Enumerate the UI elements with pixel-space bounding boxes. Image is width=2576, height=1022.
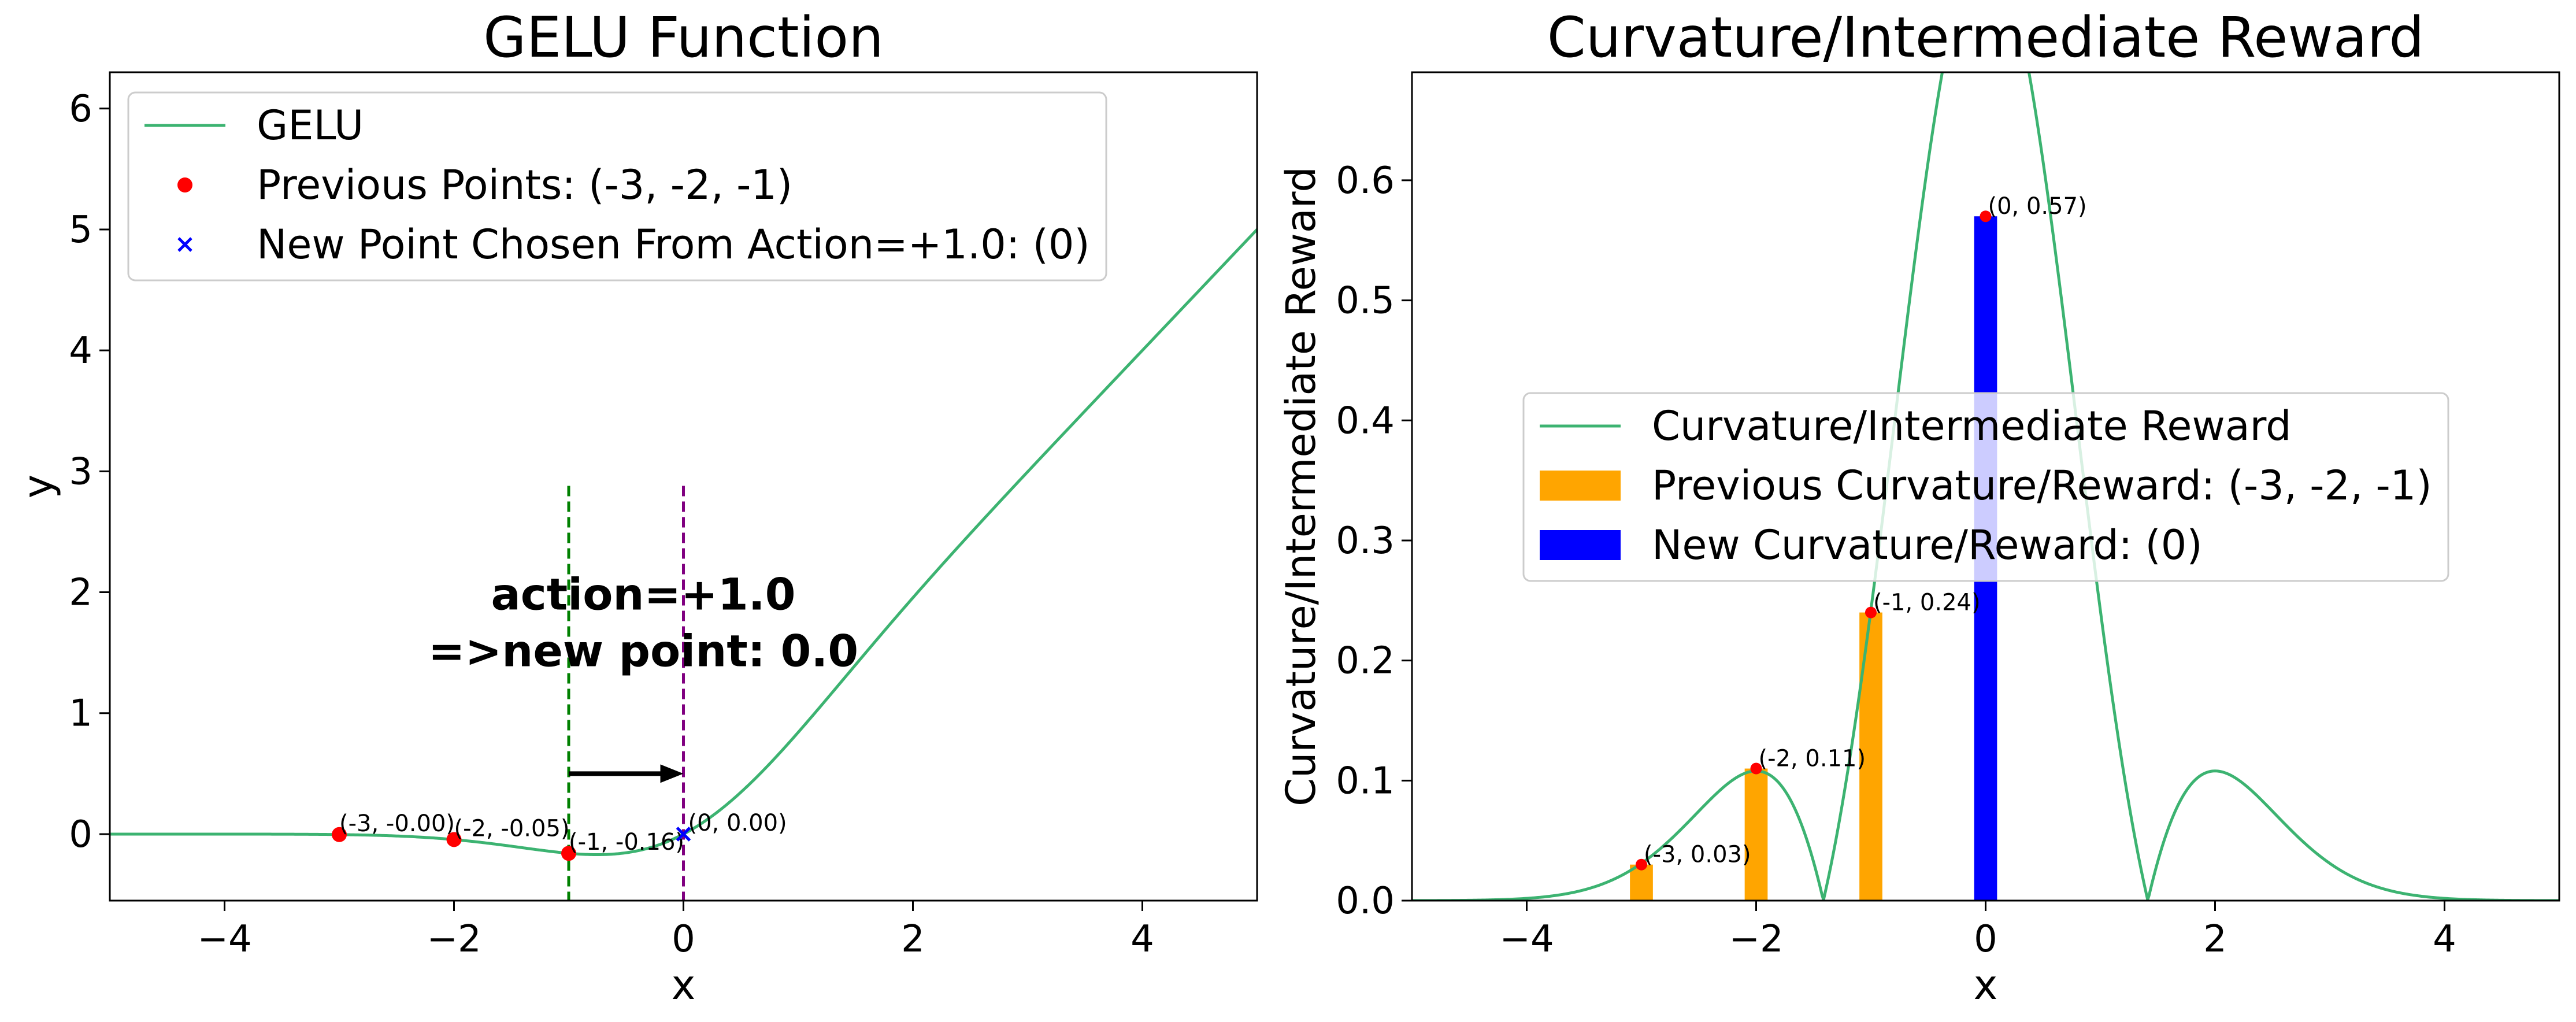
previous-reward-bar <box>1630 864 1653 901</box>
new-reward-label: (0, 0.57) <box>1988 193 2087 220</box>
curvature-legend-bar-handle <box>1540 471 1621 501</box>
previous-reward-dot <box>1750 762 1762 775</box>
curvature-x-tick-label: 4 <box>2433 918 2456 961</box>
curvature-legend-box <box>1522 392 2449 582</box>
curvature-x-axis-label: x <box>1974 961 1997 1009</box>
legend-previous-handle <box>177 177 192 192</box>
gelu-legend-box <box>127 91 1107 282</box>
gelu-legend-label: GELU <box>257 102 364 149</box>
action-annotation-line2: =>new point: 0.0 <box>428 625 858 676</box>
gelu-panel: GELU Function action=+1.0=>new point: 0.… <box>14 5 1258 1009</box>
gelu-y-tick-label: 5 <box>69 209 92 251</box>
previous-reward-label: (-1, 0.24) <box>1873 590 1981 616</box>
curvature-y-tick-label: 0.6 <box>1336 160 1395 202</box>
curvature-y-tick-label: 0.3 <box>1336 520 1395 562</box>
gelu-y-tick-label: 3 <box>69 450 92 493</box>
gelu-x-tick-label: 2 <box>901 918 925 961</box>
gelu-legend: GELU Previous Points: (-3, -2, -1) New Poi… <box>127 91 1107 282</box>
curvature-y-tick-label: 0.5 <box>1336 280 1395 323</box>
previous-point-label: (-1, -0.16) <box>569 829 684 856</box>
legend-new-handle <box>177 237 192 252</box>
curvature-curve-line <box>1412 72 2559 901</box>
gelu-x-tick-label: 4 <box>1131 918 1154 961</box>
curvature-y-tick-label: 0.0 <box>1336 880 1395 923</box>
previous-point-marker <box>332 827 347 842</box>
gelu-y-tick-label: 2 <box>69 572 92 614</box>
previous-reward-dot <box>1865 606 1877 619</box>
gelu-y-tick-label: 4 <box>69 329 92 372</box>
new-point-marker <box>676 827 691 842</box>
previous-reward-label: (-3, 0.03) <box>1644 842 1751 868</box>
previous-reward-dot <box>1636 858 1647 871</box>
previous-point-label: (-3, -0.00) <box>339 810 455 837</box>
curvature-x-tick-label: 2 <box>2203 918 2227 961</box>
curvature-y-tick-label: 0.4 <box>1336 399 1395 442</box>
previous-point-marker <box>561 846 576 861</box>
previous-reward-bar <box>1744 768 1768 901</box>
curvature-y-axis-label: Curvature/Intermediate Reward <box>1277 166 1325 806</box>
action-arrow-head <box>660 764 684 783</box>
gelu-y-tick-label: 0 <box>69 813 92 856</box>
gelu-y-axis-label: y <box>14 475 62 498</box>
gelu-x-tick-label: −2 <box>427 918 481 961</box>
curvature-legend-label: Previous Curvature/Reward: (-3, -2, -1) <box>1652 462 2432 509</box>
gelu-x-tick-label: −4 <box>197 918 251 961</box>
curvature-legend-label: New Curvature/Reward: (0) <box>1652 521 2203 569</box>
curvature-legend-bar-handle <box>1540 530 1621 560</box>
gelu-y-tick-label: 6 <box>69 88 92 131</box>
new-point-label: (0, 0.00) <box>688 810 787 836</box>
curvature-x-tick-label: −4 <box>1499 918 1554 961</box>
gelu-x-axis-label: x <box>672 961 695 1009</box>
curvature-panel: Curvature/Intermediate Reward (-3, 0.03)… <box>1277 5 2560 1009</box>
previous-point-label: (-2, -0.05) <box>454 815 570 842</box>
curvature-x-tick-label: −2 <box>1729 918 1783 961</box>
previous-reward-label: (-2, 0.11) <box>1759 746 1866 772</box>
curvature-chart-title: Curvature/Intermediate Reward <box>1547 5 2425 70</box>
previous-point-marker <box>446 832 462 847</box>
curvature-legend: Curvature/Intermediate Reward Previous Cu… <box>1522 392 2449 582</box>
action-annotation-line1: action=+1.0 <box>491 568 796 620</box>
curvature-y-tick-label: 0.2 <box>1336 640 1395 683</box>
new-reward-dot <box>1980 210 1992 223</box>
curvature-x-tick-label: 0 <box>1974 918 1997 961</box>
gelu-legend-label: Previous Points: (-3, -2, -1) <box>257 161 792 209</box>
gelu-chart-title: GELU Function <box>483 5 884 70</box>
curvature-legend-label: Curvature/Intermediate Reward <box>1652 402 2292 450</box>
gelu-legend-label: New Point Chosen From Action=+1.0: (0) <box>257 221 1090 268</box>
curvature-y-tick-label: 0.1 <box>1336 760 1395 802</box>
gelu-x-tick-label: 0 <box>672 918 695 961</box>
gelu-y-tick-label: 1 <box>69 693 92 735</box>
